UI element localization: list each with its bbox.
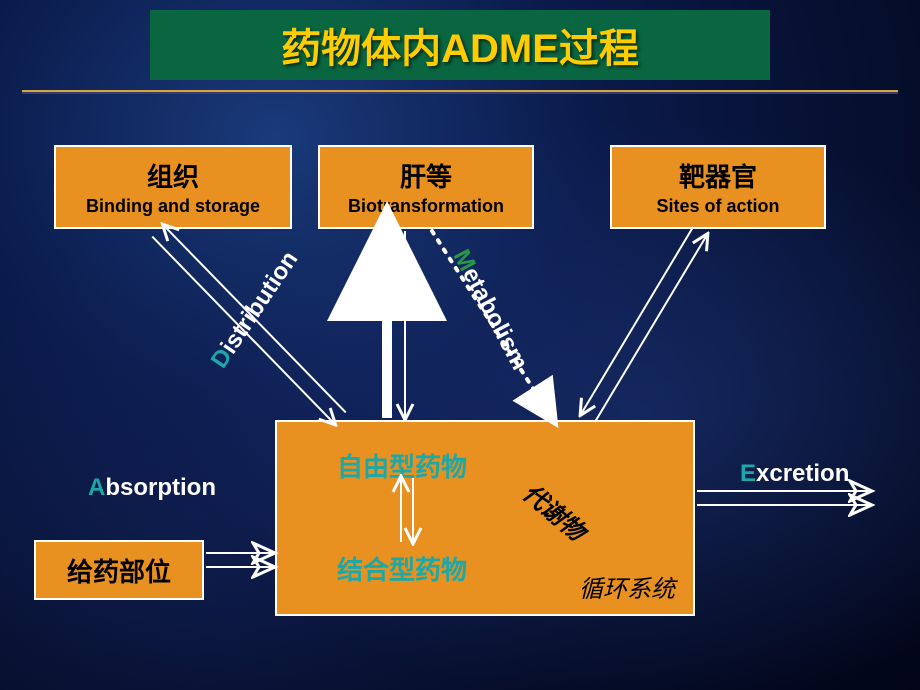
box-admin-site: 给药部位 bbox=[34, 540, 204, 600]
box-site-cn: 给药部位 bbox=[67, 552, 171, 589]
slide-title: 药物体内ADME过程 bbox=[281, 16, 639, 74]
box-target-cn: 靶器官 bbox=[679, 157, 757, 194]
title-underline bbox=[22, 90, 898, 94]
box-target-en: Sites of action bbox=[656, 196, 779, 217]
title-band: 药物体内ADME过程 bbox=[150, 10, 770, 80]
label-absorption: Absorption bbox=[88, 474, 216, 502]
box-circulation: 自由型药物 结合型药物 代谢物 循环系统 bbox=[275, 420, 695, 616]
excretion-rest: xcretion bbox=[756, 460, 849, 487]
label-excretion: Excretion bbox=[740, 460, 849, 488]
box-tissue-cn: 组织 bbox=[147, 157, 199, 194]
box-tissue: 组织 Binding and storage bbox=[54, 145, 292, 229]
bound-drug-label: 结合型药物 bbox=[337, 550, 467, 587]
box-tissue-en: Binding and storage bbox=[86, 196, 260, 217]
box-liver-cn: 肝等 bbox=[400, 157, 452, 194]
free-drug-label: 自由型药物 bbox=[337, 447, 467, 484]
absorption-first: A bbox=[88, 474, 105, 501]
absorption-rest: bsorption bbox=[105, 474, 216, 501]
circulation-label: 循环系统 bbox=[579, 569, 675, 604]
box-liver: 肝等 Biotransformation bbox=[318, 145, 534, 229]
box-target: 靶器官 Sites of action bbox=[610, 145, 826, 229]
excretion-first: E bbox=[740, 460, 756, 487]
box-liver-en: Biotransformation bbox=[348, 196, 504, 217]
metabolite-label: 代谢物 bbox=[517, 474, 595, 547]
